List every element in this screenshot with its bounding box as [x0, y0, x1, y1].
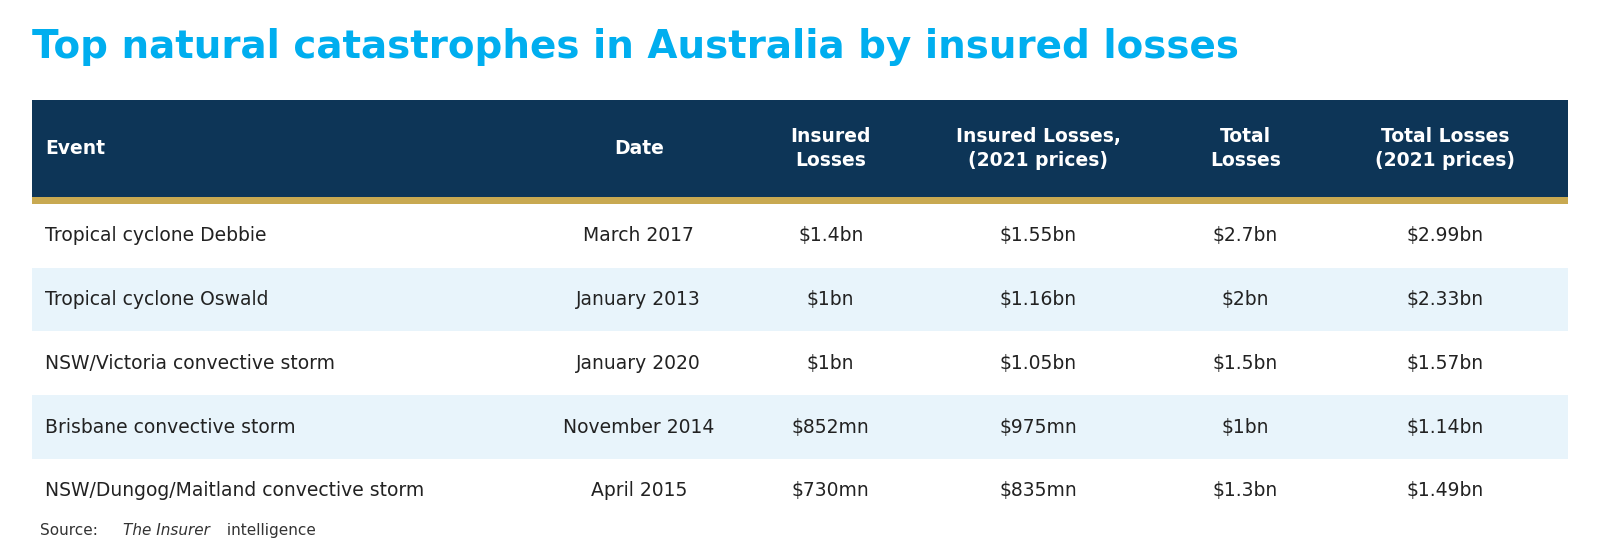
Text: Insured Losses,
(2021 prices): Insured Losses, (2021 prices) [955, 127, 1120, 170]
Text: $2bn: $2bn [1222, 290, 1269, 309]
Text: January 2013: January 2013 [576, 290, 701, 309]
FancyBboxPatch shape [32, 459, 1568, 523]
Text: $1bn: $1bn [806, 290, 854, 309]
Text: $730mn: $730mn [792, 481, 869, 501]
Text: $975mn: $975mn [1000, 417, 1077, 437]
Text: $835mn: $835mn [1000, 481, 1077, 501]
Text: $2.7bn: $2.7bn [1213, 226, 1278, 245]
Text: March 2017: March 2017 [584, 226, 694, 245]
FancyBboxPatch shape [32, 331, 1568, 395]
Text: Brisbane convective storm: Brisbane convective storm [45, 417, 296, 437]
Text: Insured
Losses: Insured Losses [790, 127, 870, 170]
Text: The Insurer: The Insurer [123, 523, 210, 538]
Text: $1.14bn: $1.14bn [1406, 417, 1483, 437]
Text: $1.49bn: $1.49bn [1406, 481, 1483, 501]
Text: NSW/Victoria convective storm: NSW/Victoria convective storm [45, 354, 334, 373]
Text: April 2015: April 2015 [590, 481, 686, 501]
Text: $1.16bn: $1.16bn [1000, 290, 1077, 309]
FancyBboxPatch shape [32, 395, 1568, 459]
Text: $1bn: $1bn [806, 354, 854, 373]
Text: $1.05bn: $1.05bn [1000, 354, 1077, 373]
Text: $1.4bn: $1.4bn [798, 226, 864, 245]
Text: Tropical cyclone Oswald: Tropical cyclone Oswald [45, 290, 269, 309]
Text: $2.99bn: $2.99bn [1406, 226, 1483, 245]
Text: $1.5bn: $1.5bn [1213, 354, 1278, 373]
Text: January 2020: January 2020 [576, 354, 701, 373]
Text: November 2014: November 2014 [563, 417, 715, 437]
Text: $852mn: $852mn [792, 417, 869, 437]
Text: $1bn: $1bn [1222, 417, 1269, 437]
Text: Total Losses
(2021 prices): Total Losses (2021 prices) [1374, 127, 1515, 170]
Text: intelligence: intelligence [222, 523, 317, 538]
FancyBboxPatch shape [32, 197, 1568, 204]
Text: $2.33bn: $2.33bn [1406, 290, 1483, 309]
Text: Source:: Source: [40, 523, 102, 538]
Text: Total
Losses: Total Losses [1210, 127, 1282, 170]
Text: Date: Date [614, 139, 664, 158]
Text: Top natural catastrophes in Australia by insured losses: Top natural catastrophes in Australia by… [32, 28, 1238, 65]
FancyBboxPatch shape [32, 268, 1568, 331]
Text: Event: Event [45, 139, 106, 158]
FancyBboxPatch shape [32, 100, 1568, 197]
Text: $1.57bn: $1.57bn [1406, 354, 1483, 373]
Text: Tropical cyclone Debbie: Tropical cyclone Debbie [45, 226, 266, 245]
FancyBboxPatch shape [32, 204, 1568, 268]
Text: NSW/Dungog/Maitland convective storm: NSW/Dungog/Maitland convective storm [45, 481, 424, 501]
Text: $1.55bn: $1.55bn [1000, 226, 1077, 245]
Text: $1.3bn: $1.3bn [1213, 481, 1278, 501]
